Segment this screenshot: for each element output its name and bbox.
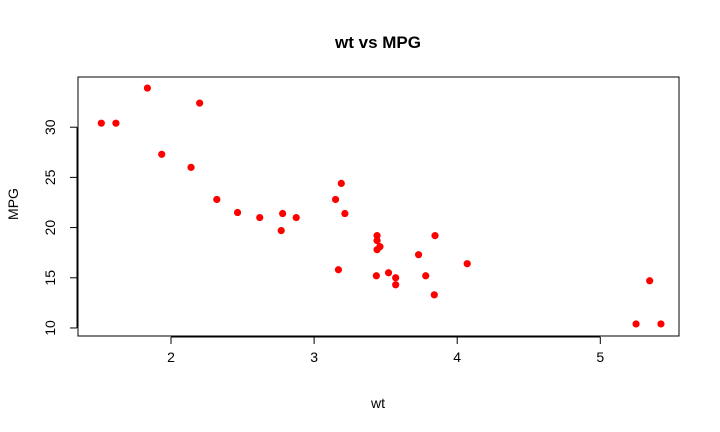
data-point [256,213,264,222]
data-point [422,272,430,280]
data-point [431,232,439,240]
y-tick-label: 10 [42,320,58,336]
y-tick-label: 25 [42,169,58,185]
data-point [657,320,665,328]
x-tick-label: 4 [453,349,461,365]
x-tick-label: 3 [310,349,318,365]
data-point [277,226,285,235]
data-point [373,237,381,245]
data-point [196,99,204,107]
data-point [334,266,343,274]
data-point [384,269,393,277]
data-point [372,272,380,280]
data-point [373,246,381,254]
data-point [143,84,152,92]
data-point [97,119,105,127]
data-point [632,320,640,328]
data-point [187,163,195,171]
data-point [646,277,654,285]
data-points [97,84,665,328]
plot-frame [77,76,680,337]
chart-title: wt vs MPG [334,33,421,52]
data-point [373,232,381,240]
y-tick-label: 15 [42,270,58,286]
data-point [292,213,300,222]
data-point [414,251,423,259]
data-point [392,274,400,282]
data-point [392,281,400,289]
x-axis: 2 3 4 5 [167,336,604,365]
data-point [331,195,340,204]
data-point [112,119,120,127]
data-point [158,150,166,158]
y-axis-label: MPG [5,188,21,220]
data-point [233,208,242,217]
data-point [213,195,221,204]
x-tick-label: 5 [596,349,604,365]
x-tick-label: 2 [167,349,175,365]
data-point [341,209,349,218]
data-point [279,209,287,218]
x-axis-label: wt [370,395,385,411]
data-point [463,260,471,268]
y-tick-label: 30 [42,119,58,135]
y-tick-label: 20 [42,220,58,236]
data-point [430,291,438,299]
y-axis: 10 15 20 25 30 [42,119,78,336]
data-point [337,179,345,188]
